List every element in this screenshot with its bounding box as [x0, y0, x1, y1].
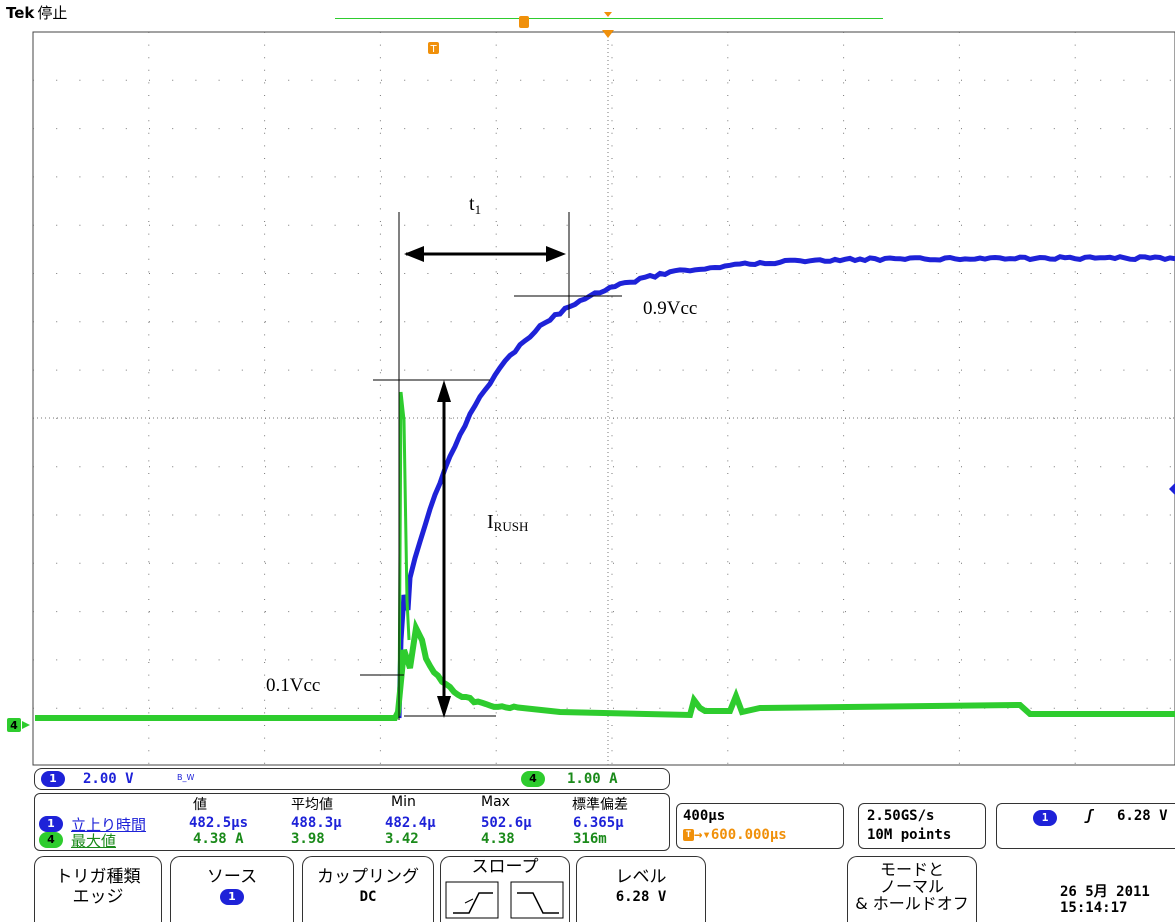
- mode-value: ノーマル: [848, 878, 976, 895]
- timebase-panel[interactable]: 400µs T →▾600.000µs: [676, 803, 844, 849]
- sample-rate: 2.50GS/s: [867, 808, 934, 824]
- expansion-marker: [519, 12, 614, 38]
- meas-row1-max: 502.6µ: [481, 815, 532, 831]
- datetime-readout: 26 5月 2011 15:14:17: [1060, 884, 1150, 916]
- menu-coupling[interactable]: カップリング DC: [302, 856, 434, 922]
- trigger-t-icon: T: [683, 829, 694, 841]
- v01-label: 0.1Vcc: [266, 675, 320, 696]
- menu-level[interactable]: レベル 6.28 V: [576, 856, 706, 922]
- channel-4-ground-marker: 4: [7, 718, 30, 732]
- trigger-readout-panel[interactable]: 1 ʃ 6.28 V: [996, 803, 1175, 849]
- level-label: レベル: [577, 867, 705, 887]
- menu-mode-holdoff[interactable]: モードと ノーマル & ホールドオフ: [847, 856, 977, 922]
- channel-1-level-marker: [1169, 483, 1175, 495]
- meas-header-min: Min: [391, 794, 416, 810]
- rising-edge-icon: ʃ: [1085, 808, 1093, 824]
- meas-row1-mean: 488.3µ: [291, 815, 342, 831]
- channel-4-waveform: [35, 628, 1175, 718]
- menu-slope[interactable]: スロープ: [440, 856, 570, 922]
- trigger-source-badge: 1: [1033, 810, 1057, 826]
- date-text: 26 5月 2011: [1060, 884, 1150, 900]
- meas-row2-stddev: 316m: [573, 831, 607, 847]
- graticule-grid: [33, 32, 1175, 765]
- trigger-level: 6.28 V: [1117, 808, 1168, 824]
- trigger-position-readout: T →▾600.000µs: [683, 827, 787, 843]
- source-label: ソース: [171, 867, 293, 887]
- arrow-icon: →▾: [694, 827, 711, 843]
- timebase-scale: 400µs: [683, 808, 725, 824]
- svg-text:T: T: [429, 44, 437, 55]
- trigger-type-label: トリガ種類: [35, 867, 161, 887]
- level-value: 6.28 V: [577, 887, 705, 907]
- holdoff-label: & ホールドオフ: [848, 895, 976, 912]
- t1-label: t1: [469, 193, 481, 217]
- time-text: 15:14:17: [1060, 900, 1150, 916]
- meas-header-stddev: 標準偏差: [572, 794, 628, 814]
- measurement-panel: 値 平均値 Min Max 標準偏差 1 立上り時間 482.5µs 488.3…: [34, 793, 670, 851]
- trigger-type-value: エッジ: [35, 887, 161, 907]
- meas-row1-stddev: 6.365µ: [573, 815, 624, 831]
- acquisition-panel[interactable]: 2.50GS/s 10M points: [858, 803, 986, 849]
- timebase-position: 600.000µs: [711, 827, 787, 843]
- meas-row2-mean: 3.98: [291, 831, 325, 847]
- slope-label: スロープ: [441, 857, 569, 877]
- v09-label: 0.9Vcc: [643, 298, 697, 319]
- svg-text:4: 4: [10, 719, 18, 732]
- meas-row2-value: 4.38 A: [193, 831, 244, 847]
- meas-row2-min: 3.42: [385, 831, 419, 847]
- meas-row1-min: 482.4µ: [385, 815, 436, 831]
- meas-row1-value: 482.5µs: [189, 815, 248, 831]
- meas-row2-badge: 4: [39, 832, 63, 848]
- source-badge: 1: [220, 889, 244, 905]
- slope-options: [441, 877, 569, 919]
- channel-1-scale: 2.00 V: [83, 771, 134, 787]
- trigger-position-marker: T: [428, 42, 439, 55]
- meas-row2-max: 4.38: [481, 831, 515, 847]
- menu-source[interactable]: ソース 1: [170, 856, 294, 922]
- channel-4-badge[interactable]: 4: [521, 771, 545, 787]
- channel-1-badge[interactable]: 1: [41, 771, 65, 787]
- coupling-label: カップリング: [303, 867, 433, 887]
- meas-header-value: 値: [193, 794, 207, 814]
- channel-1-waveform: [399, 257, 1175, 718]
- coupling-value: DC: [303, 887, 433, 907]
- channel-scale-bar[interactable]: 1 2.00 V B_W 4 1.00 A: [34, 768, 670, 790]
- record-length: 10M points: [867, 827, 951, 843]
- irush-label: IRUSH: [487, 511, 528, 534]
- meas-header-max: Max: [481, 794, 510, 810]
- meas-header-mean: 平均値: [291, 794, 333, 814]
- bandwidth-limit-icon: B_W: [177, 773, 194, 782]
- meas-row2-name[interactable]: 最大値: [71, 830, 116, 851]
- mode-label: モードと: [848, 861, 976, 878]
- menu-trigger-type[interactable]: トリガ種類 エッジ: [34, 856, 162, 922]
- channel-4-scale: 1.00 A: [567, 771, 618, 787]
- meas-row1-badge: 1: [39, 816, 63, 832]
- graticule-frame: [33, 32, 1175, 765]
